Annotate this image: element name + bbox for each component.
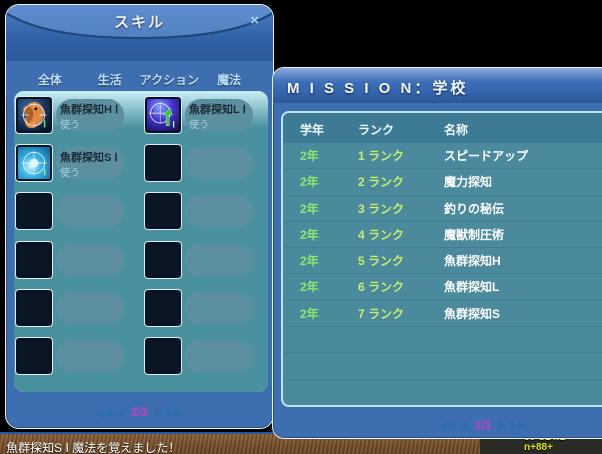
svg-text:I: I (43, 167, 46, 178)
svg-text:I: I (172, 119, 174, 129)
svg-text:I: I (43, 119, 46, 130)
